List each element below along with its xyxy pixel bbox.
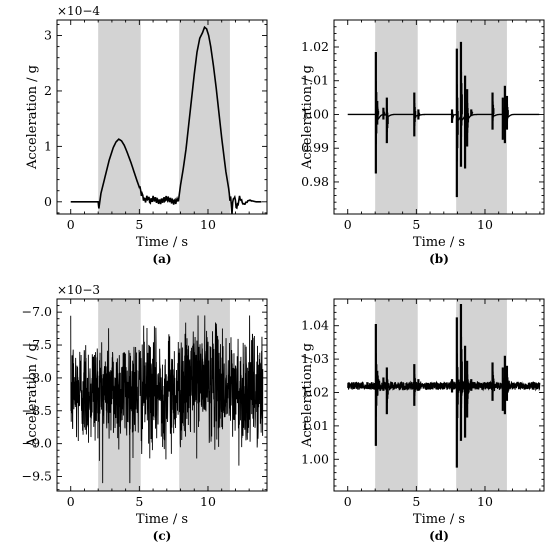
x-tick-label: 5 bbox=[135, 217, 143, 232]
series-noise bbox=[70, 315, 264, 484]
y-tick-label: −8.0 bbox=[22, 370, 52, 385]
y-axis-label: Acceleration / g bbox=[25, 343, 40, 448]
panel-caption: (b) bbox=[429, 252, 449, 266]
panel-caption: (a) bbox=[152, 252, 171, 266]
y-axis-label: Acceleration / g bbox=[300, 343, 315, 448]
y-tick-label: −7.5 bbox=[22, 337, 52, 352]
y-tick-label: −7.0 bbox=[22, 304, 52, 319]
y-tick-label: 1.03 bbox=[301, 351, 329, 366]
plot-frame bbox=[333, 298, 545, 492]
shaded-region-1 bbox=[375, 20, 418, 214]
panel-caption: (d) bbox=[429, 529, 449, 543]
y-tick-label: 0 bbox=[44, 194, 52, 209]
y-tick-label: 1.00 bbox=[301, 106, 329, 121]
y-axis-label: Acceleration / g bbox=[25, 65, 40, 170]
y-tick-label: 0.99 bbox=[301, 140, 329, 155]
data-layer bbox=[70, 25, 262, 214]
x-tick-label: 10 bbox=[477, 494, 493, 509]
plot-frame bbox=[56, 19, 268, 215]
panel-caption: (c) bbox=[153, 529, 172, 543]
y-tick-label: 1.01 bbox=[301, 418, 329, 433]
x-tick-label: 0 bbox=[67, 217, 75, 232]
y-tick-label: 1 bbox=[44, 138, 52, 153]
x-tick-label: 10 bbox=[477, 217, 493, 232]
y-axis-label: Acceleration / g bbox=[300, 65, 315, 170]
x-tick-label: 5 bbox=[412, 494, 420, 509]
panel-b: 0 5 10 0.98 0.99 1.00 1.01 1.02 Time / s Accelera… bbox=[300, 19, 545, 266]
y-tick-label: 1.01 bbox=[301, 73, 329, 88]
series-line bbox=[70, 25, 262, 214]
x-tick-label: 0 bbox=[67, 494, 75, 509]
x-axis-label: Time / s bbox=[413, 512, 465, 527]
y-tick-label: 3 bbox=[44, 28, 52, 43]
y-tick-label: 1.00 bbox=[301, 451, 329, 466]
y-tick-label: 1.04 bbox=[301, 318, 329, 333]
panel-a: 0 5 10 0 1 2 3 Time / s Acceleration / g ×10−4 (a) bbox=[25, 4, 268, 266]
y-tick-label: 1.02 bbox=[301, 384, 329, 399]
y-tick-label: −8.5 bbox=[22, 403, 52, 418]
y-tick-label: 1.02 bbox=[301, 39, 329, 54]
y-tick-label: 0.98 bbox=[301, 174, 329, 189]
shaded-region-1 bbox=[98, 20, 141, 214]
data-layer bbox=[347, 41, 540, 198]
plot-frame bbox=[56, 298, 268, 492]
panel-c: 0 5 10 −9.5 −9.0 −8.5 −8.0 −7.5 −7.0 Time / s Acce… bbox=[22, 283, 268, 543]
x-tick-label: 5 bbox=[135, 494, 143, 509]
axis-multiplier: ×10−4 bbox=[57, 4, 100, 18]
panel-d: 0 5 10 1.00 1.01 1.02 1.03 1.04 Time / s Accelera… bbox=[300, 298, 545, 543]
y-tick-label: −9.0 bbox=[22, 436, 52, 451]
x-axis-label: Time / s bbox=[136, 512, 188, 527]
axis-multiplier: ×10−3 bbox=[57, 283, 100, 297]
x-tick-label: 10 bbox=[200, 494, 216, 509]
x-axis-label: Time / s bbox=[413, 235, 465, 250]
x-axis-label: Time / s bbox=[136, 235, 188, 250]
x-tick-label: 0 bbox=[344, 217, 352, 232]
data-layer bbox=[347, 304, 541, 468]
x-tick-label: 0 bbox=[344, 494, 352, 509]
shaded-region-1 bbox=[375, 299, 418, 491]
plot-frame bbox=[333, 19, 545, 215]
y-tick-label: 2 bbox=[44, 83, 52, 98]
y-tick-label: −9.5 bbox=[22, 469, 52, 484]
shaded-region-2 bbox=[179, 20, 230, 214]
x-tick-label: 10 bbox=[200, 217, 216, 232]
shaded-region-2 bbox=[456, 299, 507, 491]
data-layer bbox=[70, 315, 264, 484]
x-tick-label: 5 bbox=[412, 217, 420, 232]
